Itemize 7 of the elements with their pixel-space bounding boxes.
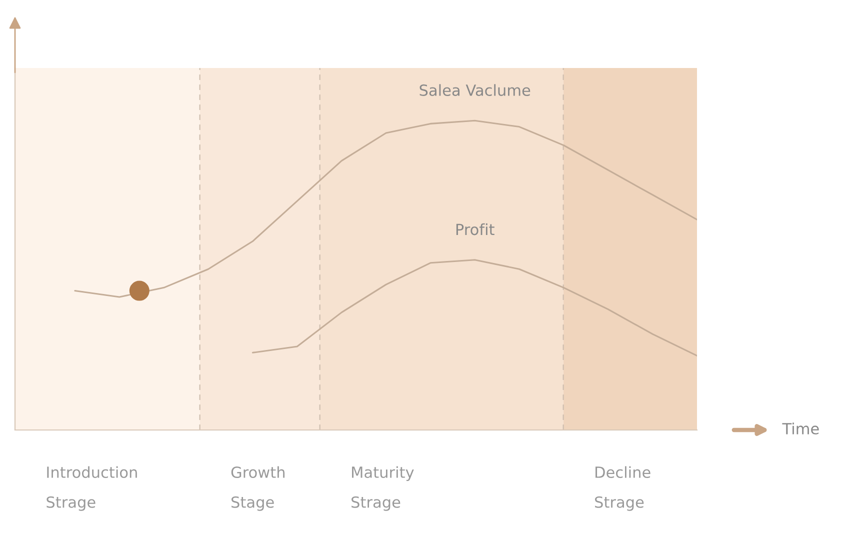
text: Decline Strage [595, 466, 650, 511]
series-label: Salea Vaclume [420, 84, 530, 96]
text: Time [782, 422, 819, 434]
text: Growth Stage [231, 466, 285, 511]
text: Introduction Strage [46, 466, 137, 511]
series-label: Profit [456, 223, 494, 236]
text: Maturity Strage [352, 466, 414, 511]
